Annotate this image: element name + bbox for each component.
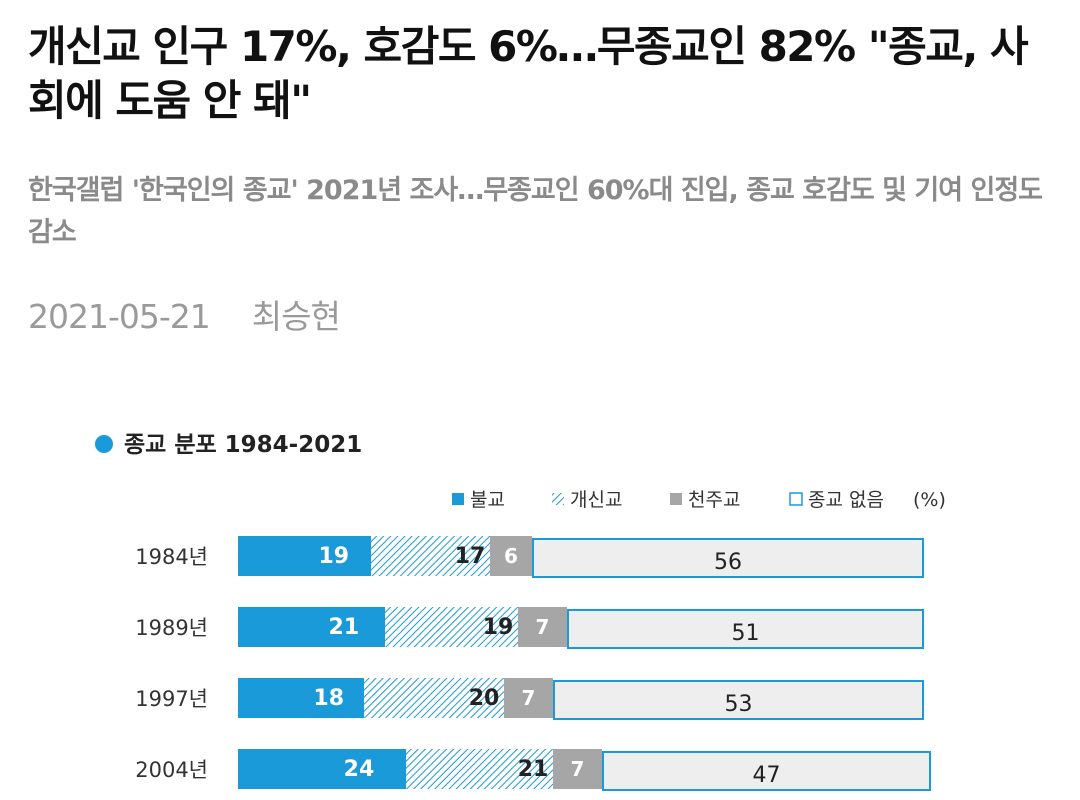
legend-label-3: 천주교 [688,489,740,511]
data-label-불교-2004년: 24 [344,757,375,782]
data-label-개신교-2004년: 21 [518,757,549,782]
bar-천주교-1997년 [504,678,553,718]
data-label-종교 없음-1989년: 51 [732,621,760,646]
data-label-개신교-1984년: 17 [455,544,486,569]
bar-종교 없음-1989년 [567,609,924,649]
bar-천주교-1989년 [518,607,567,647]
bar-종교 없음-1984년 [532,538,924,578]
legend-swatch-1 [452,493,464,505]
data-label-개신교-1997년: 20 [469,686,500,711]
data-label-종교 없음-2004년: 47 [753,763,781,788]
bar-개신교-1989년 [385,607,518,647]
legend-swatch-2 [552,493,564,505]
data-label-불교-1984년: 19 [318,544,349,569]
data-label-종교 없음-1984년: 56 [714,550,742,575]
legend-unit: (%) [913,489,946,511]
legend-label-4: 종교 없음 [808,489,884,511]
bar-천주교-1984년 [490,536,532,576]
article-subtitle: 한국갤럽 '한국인의 종교' 2021년 조사…무종교인 60%대 진입, 종교… [28,175,1043,248]
bar-불교-1997년 [238,678,364,718]
data-label-불교-1989년: 21 [329,615,360,640]
chart-title-marker-icon [95,435,113,453]
bar-불교-1989년 [238,607,385,647]
bar-불교-1984년 [238,536,371,576]
data-label-천주교-1989년: 7 [536,615,550,639]
article-author: 최승현 [251,297,341,336]
bar-불교-2004년 [238,749,406,789]
bar-개신교-2004년 [406,749,553,789]
bar-개신교-1984년 [371,536,490,576]
legend-label-2: 개신교 [570,489,622,511]
category-label-2004년: 2004년 [135,758,208,782]
article-title: 개신교 인구 17%, 호감도 6%…무종교인 82% "종교, 사회에 도움 … [28,22,1029,125]
category-label-1989년: 1989년 [135,616,208,640]
legend-swatch-4 [789,492,803,506]
bar-종교 없음-1997년 [553,680,924,720]
data-label-불교-1997년: 18 [313,686,344,711]
chart-title: 종교 분포 1984-2021 [124,432,362,458]
category-label-1984년: 1984년 [135,545,208,569]
bar-천주교-2004년 [553,749,602,789]
legend-label-1: 불교 [470,489,505,511]
data-label-천주교-1984년: 6 [504,544,518,568]
category-label-1997년: 1997년 [135,687,208,711]
bar-종교 없음-2004년 [602,751,931,791]
data-label-종교 없음-1997년: 53 [725,692,753,717]
data-label-개신교-1989년: 19 [483,615,514,640]
religion-distribution-chart: 종교 분포 1984-2021 불교 개신교 천주교 종교 없음 (%) 1984년 19 17… [95,432,946,791]
byline: 2021-05-21 최승현 [28,290,341,338]
bar-개신교-1997년 [364,678,504,718]
data-label-천주교-2004년: 7 [571,757,585,781]
legend-swatch-3 [670,493,682,505]
data-label-천주교-1997년: 7 [522,686,536,710]
article-date: 2021-05-21 [28,297,211,336]
